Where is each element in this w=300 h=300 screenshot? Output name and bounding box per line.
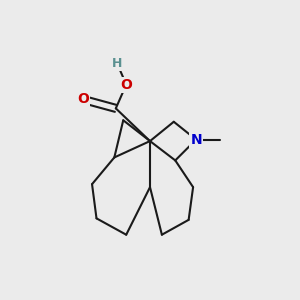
Text: N: N xyxy=(190,133,202,147)
Text: O: O xyxy=(77,92,89,106)
Text: O: O xyxy=(120,78,132,92)
Text: H: H xyxy=(112,57,122,70)
